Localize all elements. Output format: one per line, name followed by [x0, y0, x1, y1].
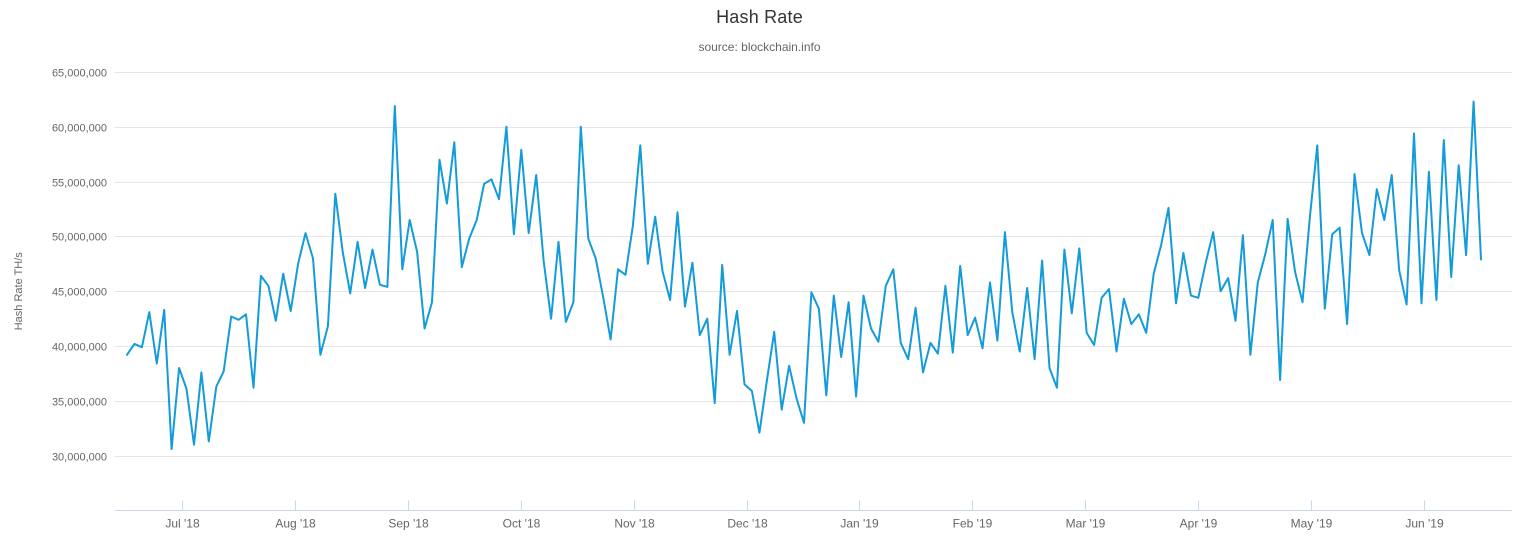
- x-axis-tick-label: May '19: [1291, 517, 1333, 531]
- x-axis-tick-label: Dec '18: [727, 517, 768, 531]
- y-axis-tick-label: 35,000,000: [52, 397, 107, 409]
- x-axis-tick-label: Feb '19: [953, 517, 993, 531]
- y-axis-tick-label: 55,000,000: [52, 178, 107, 190]
- chart-title: Hash Rate: [716, 7, 803, 27]
- y-axis-tick-label: 50,000,000: [52, 232, 107, 244]
- x-axis-tick-label: Oct '18: [503, 517, 541, 531]
- y-axis-tick-label: 45,000,000: [52, 287, 107, 299]
- x-axis-tick-label: Mar '19: [1066, 517, 1106, 531]
- hash-rate-series-line[interactable]: [126, 100, 1482, 451]
- x-axis-tick-label: Apr '19: [1180, 517, 1218, 531]
- x-axis-tick-label: Jul '18: [165, 517, 200, 531]
- x-axis-tick-label: Jan '19: [840, 517, 879, 531]
- y-axis-tick-label: 65,000,000: [52, 68, 107, 80]
- y-axis-title: Hash Rate TH/s: [13, 252, 25, 331]
- x-axis-tick-label: Jun '19: [1405, 517, 1444, 531]
- y-axis-tick-label: 40,000,000: [52, 342, 107, 354]
- y-axis-tick-label: 60,000,000: [52, 123, 107, 135]
- x-axis-tick-label: Nov '18: [614, 517, 655, 531]
- y-axis-tick-label: 30,000,000: [52, 452, 107, 464]
- chart-subtitle: source: blockchain.info: [698, 40, 821, 54]
- x-axis-tick-label: Aug '18: [275, 517, 316, 531]
- x-axis-tick-label: Sep '18: [388, 517, 429, 531]
